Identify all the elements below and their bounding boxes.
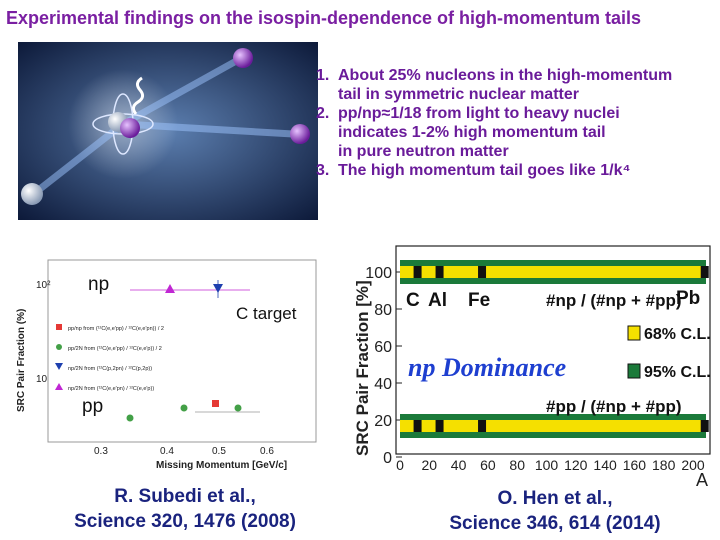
right-ytick: 40 bbox=[374, 376, 392, 393]
cl95-legend-label: 95% C.L. bbox=[644, 364, 711, 381]
finding-item: 2. pp/np≈1/18 from light to heavy nuclei … bbox=[316, 104, 716, 161]
left-ytick-100: 10² bbox=[36, 280, 51, 291]
legend-entry: pp/np from (¹²C(e,e'pp) / ¹²C(e,e'pn)) /… bbox=[68, 326, 164, 332]
left-legend: pp/np from (¹²C(e,e'pp) / ¹²C(e,e'pn)) /… bbox=[55, 324, 164, 392]
right-xtick: 200 bbox=[681, 457, 705, 473]
pp-data-point-green-3 bbox=[234, 404, 242, 412]
cl68-legend-swatch bbox=[627, 325, 641, 341]
pp-fraction-point bbox=[478, 420, 487, 432]
src-pair-fraction-plot: SRC Pair Fraction (%) 10² 10 0.3 0.4 0.5… bbox=[16, 259, 317, 471]
right-xtick: 40 bbox=[451, 457, 467, 473]
finding-item: 1. About 25% nucleons in the high-momentu… bbox=[316, 66, 716, 104]
right-ytick: 60 bbox=[374, 339, 392, 356]
legend-marker-triangle-down bbox=[55, 363, 63, 370]
nucleus-c: C bbox=[406, 290, 420, 311]
np-data-point-1 bbox=[165, 284, 175, 293]
pp-label: pp bbox=[82, 396, 103, 417]
right-xtick: 0 bbox=[396, 457, 404, 473]
np-fraction-point bbox=[700, 266, 709, 278]
pp-fraction-point bbox=[413, 420, 422, 432]
citation-subedi: R. Subedi et al., Science 320, 1476 (200… bbox=[40, 484, 330, 534]
findings-list: 1. About 25% nucleons in the high-momentu… bbox=[316, 66, 716, 180]
np-fraction-point bbox=[478, 266, 487, 278]
right-xtick: 100 bbox=[535, 457, 559, 473]
legend-entry: np/2N from (¹²C(p,2pn) / ¹²C(p,2p)) bbox=[68, 366, 152, 372]
np-data-point-2 bbox=[213, 284, 223, 293]
cl95-legend-swatch bbox=[627, 363, 641, 379]
nucleus-al: Al bbox=[428, 290, 447, 311]
right-ytick: 100 bbox=[365, 265, 392, 282]
pp-fraction-point bbox=[435, 420, 444, 432]
left-ylabel: SRC Pair Fraction (%) bbox=[16, 309, 27, 412]
left-ytick-10: 10 bbox=[36, 374, 48, 385]
left-xtick-0.3: 0.3 bbox=[94, 446, 108, 457]
finding-text: The high momentum tail goes like 1/k⁴ bbox=[338, 162, 631, 179]
citation-hen-authors: O. Hen et al., bbox=[497, 488, 613, 509]
np-label: np bbox=[88, 274, 109, 295]
right-ytick: 20 bbox=[374, 413, 392, 430]
finding-number: 1. bbox=[316, 67, 330, 84]
right-ytick: 80 bbox=[374, 302, 392, 319]
right-xtick: 140 bbox=[593, 457, 617, 473]
np-dominance-label: np Dominance bbox=[408, 353, 566, 382]
legend-marker-triangle-up bbox=[55, 383, 63, 390]
np-formula: #np / (#np + #pp) bbox=[546, 291, 682, 310]
np-fraction-point bbox=[413, 266, 422, 278]
left-xtick-0.4: 0.4 bbox=[160, 446, 174, 457]
np-fraction-point bbox=[435, 266, 444, 278]
pp-band-68 bbox=[400, 420, 706, 432]
right-xtick: 120 bbox=[564, 457, 588, 473]
cl68-legend-label: 68% C.L. bbox=[644, 326, 711, 343]
right-ytick: 0 bbox=[383, 450, 392, 467]
citation-hen-journal: Science 346, 614 (2014) bbox=[449, 513, 661, 534]
left-xtick-0.5: 0.5 bbox=[212, 446, 226, 457]
right-xtick: 20 bbox=[422, 457, 438, 473]
right-xlabel: A bbox=[696, 470, 708, 488]
finding-item: 3. The high momentum tail goes like 1/k⁴ bbox=[316, 161, 716, 180]
right-xtick: 160 bbox=[623, 457, 647, 473]
legend-entry: pp/2N from (¹²C(e,e'pp) / ¹²C(e,e'p)) / … bbox=[68, 346, 162, 352]
pp-fraction-point bbox=[700, 420, 709, 432]
pp-data-point-red bbox=[212, 400, 219, 407]
legend-marker-circle bbox=[56, 344, 62, 350]
left-xtick-0.6: 0.6 bbox=[260, 446, 274, 457]
finding-text: About 25% nucleons in the high-momentum … bbox=[338, 67, 673, 103]
right-ylabel: SRC Pair Fraction [%] bbox=[353, 280, 372, 456]
citation-subedi-journal: Science 320, 1476 (2008) bbox=[74, 511, 296, 532]
pp-data-point-green-2 bbox=[180, 404, 188, 412]
slide-title: Experimental findings on the isospin-dep… bbox=[6, 8, 642, 28]
finding-text: pp/np≈1/18 from light to heavy nuclei in… bbox=[338, 105, 620, 160]
nucleon-pair-illustration bbox=[18, 42, 318, 220]
pp-data-point-green-1 bbox=[126, 414, 134, 422]
finding-number: 2. bbox=[316, 105, 330, 122]
legend-marker-square bbox=[56, 324, 62, 330]
finding-number: 3. bbox=[316, 162, 330, 179]
pp-formula: #pp / (#np + #pp) bbox=[546, 397, 682, 416]
nucleus-fe: Fe bbox=[468, 290, 490, 311]
citation-subedi-authors: R. Subedi et al., bbox=[114, 486, 256, 507]
nucleus-pb: Pb bbox=[676, 288, 700, 309]
right-xtick: 80 bbox=[509, 457, 525, 473]
right-xtick: 60 bbox=[480, 457, 496, 473]
c-target-label: C target bbox=[236, 304, 297, 323]
np-band-68 bbox=[400, 266, 706, 278]
right-xtick: 180 bbox=[652, 457, 676, 473]
citation-hen: O. Hen et al., Science 346, 614 (2014) bbox=[396, 486, 714, 536]
legend-entry: np/2N from (¹²C(e,e'pn) / ¹²C(e,e'p)) bbox=[68, 386, 154, 392]
left-xlabel: Missing Momentum [GeV/c] bbox=[156, 460, 287, 471]
